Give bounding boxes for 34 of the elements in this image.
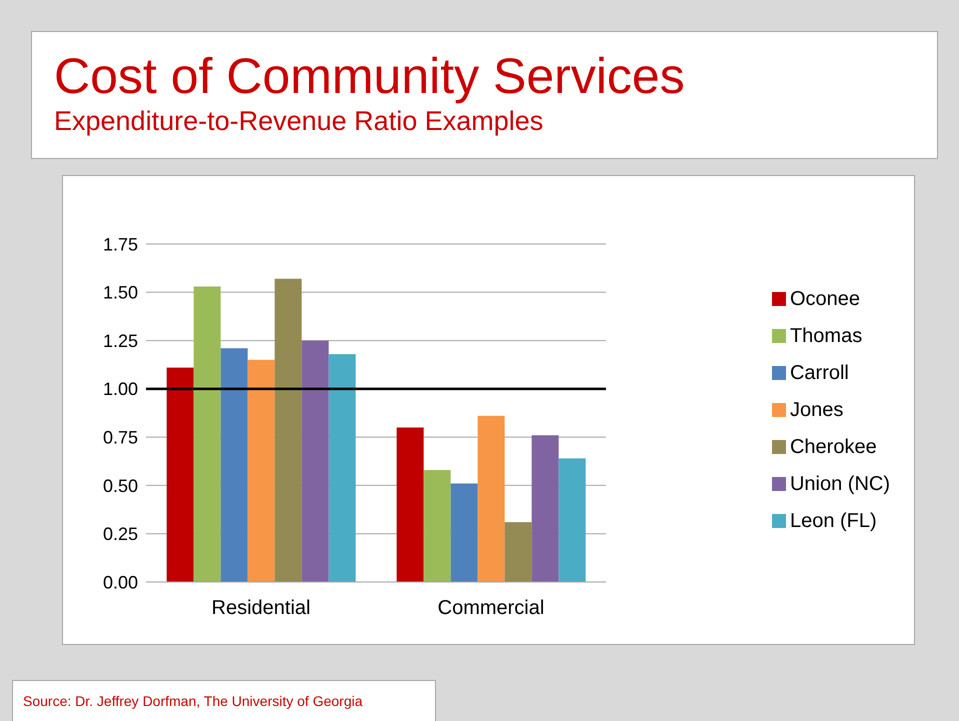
- legend-label: Carroll: [790, 362, 849, 384]
- bar: [220, 348, 248, 582]
- bar: [424, 470, 451, 582]
- bar: [396, 427, 424, 582]
- bar: [504, 522, 532, 582]
- legend-label: Oconee: [790, 288, 860, 310]
- legend-label: Thomas: [790, 324, 862, 346]
- y-tick-label: 1.25: [102, 330, 138, 351]
- bar: [166, 368, 194, 582]
- y-tick-label: 0.00: [102, 572, 138, 592]
- bar: [274, 278, 302, 582]
- legend-label: Cherokee: [790, 436, 877, 458]
- chart-subtitle: Expenditure-to-Revenue Ratio Examples: [54, 105, 544, 138]
- bar: [328, 354, 356, 582]
- bar: [532, 435, 559, 582]
- bar: [558, 458, 586, 582]
- y-tick-label: 1.00: [102, 379, 138, 400]
- legend-label: Union (NC): [790, 472, 890, 494]
- legend-label: Jones: [790, 398, 844, 420]
- bar: [302, 340, 329, 582]
- x-tick-label: Commercial: [438, 597, 544, 620]
- legend-label: Leon (FL): [790, 510, 877, 532]
- bar: [450, 483, 478, 582]
- y-tick-label: 1.75: [102, 234, 138, 254]
- bar: [478, 416, 505, 582]
- x-tick-label: Residential: [212, 597, 310, 620]
- bar: [248, 360, 275, 582]
- bar: [194, 286, 221, 582]
- chart-title: Cost of Community Services: [54, 48, 686, 104]
- source-note: Source: Dr. Jeffrey Dorfman, The University of Georgia: [12, 680, 436, 721]
- y-tick-label: 1.50: [102, 282, 138, 303]
- y-tick-label: 0.50: [102, 476, 138, 496]
- y-tick-label: 0.25: [102, 524, 138, 544]
- y-tick-label: 0.75: [102, 428, 138, 448]
